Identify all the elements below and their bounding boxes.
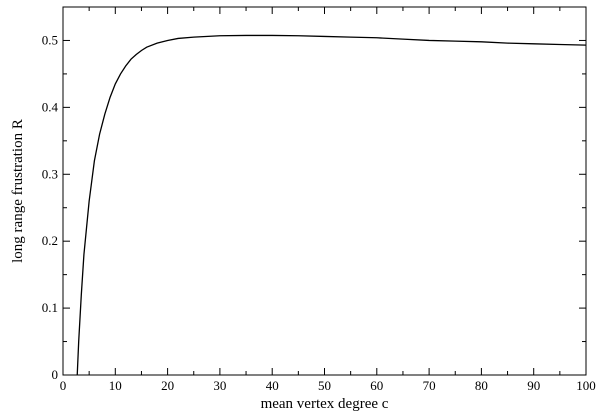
y-tick-label: 0.1 bbox=[42, 300, 58, 315]
x-tick-label: 0 bbox=[60, 378, 67, 393]
x-tick-label: 70 bbox=[423, 378, 436, 393]
y-tick-label: 0.2 bbox=[42, 233, 58, 248]
y-tick-label: 0.5 bbox=[42, 32, 58, 47]
x-tick-label: 40 bbox=[266, 378, 279, 393]
x-tick-label: 80 bbox=[475, 378, 488, 393]
x-tick-label: 10 bbox=[109, 378, 122, 393]
y-tick-label: 0.4 bbox=[42, 99, 59, 114]
x-tick-label: 60 bbox=[370, 378, 383, 393]
x-tick-label: 100 bbox=[576, 378, 596, 393]
y-tick-label: 0.3 bbox=[42, 166, 58, 181]
x-tick-label: 30 bbox=[213, 378, 226, 393]
x-axis-label: mean vertex degree c bbox=[261, 396, 389, 412]
x-tick-label: 20 bbox=[161, 378, 174, 393]
series-line bbox=[76, 34, 587, 376]
axis-tick-labels: 0 10 20 30 40 50 60 70 80 90 100 0 0.1 0.2 0.3 0.4 0.5 bbox=[42, 32, 596, 393]
x-tick-label: 50 bbox=[318, 378, 331, 393]
axis-ticks bbox=[62, 6, 587, 376]
plot-frame bbox=[62, 6, 587, 376]
x-tick-label: 90 bbox=[527, 378, 540, 393]
y-axis-label: long range frustration R bbox=[10, 119, 26, 263]
y-tick-label: 0 bbox=[52, 367, 59, 382]
